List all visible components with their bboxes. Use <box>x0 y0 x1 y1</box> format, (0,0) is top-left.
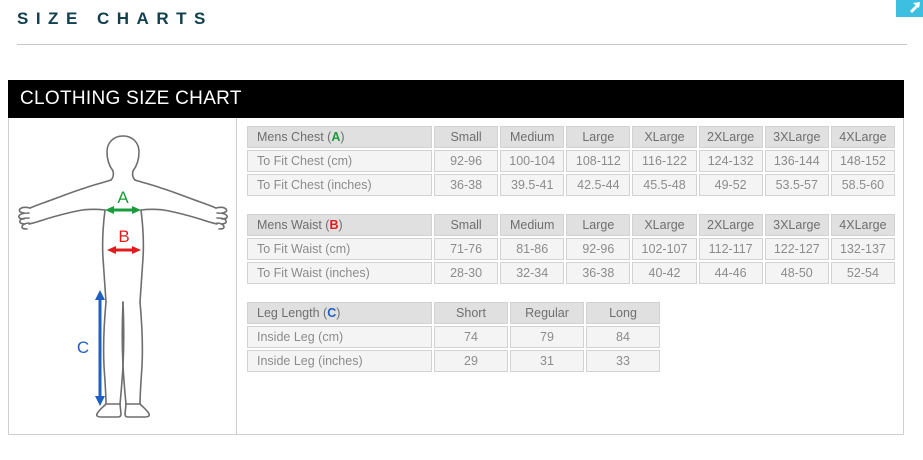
header-key-close: ) <box>338 218 343 232</box>
table-row: To Fit Waist (inches) 28-30 32-34 36-38 … <box>247 262 895 284</box>
column-header-medium: Medium <box>500 126 565 148</box>
table-spacer <box>245 198 897 212</box>
header-key-a: A <box>331 130 341 144</box>
header-key-close: ) <box>336 306 341 320</box>
cell-value: 79 <box>510 326 584 348</box>
cell-value: 52-54 <box>830 262 895 284</box>
cell-value: 44-46 <box>698 262 763 284</box>
cell-value: 48-50 <box>764 262 829 284</box>
cell-value: 136-144 <box>764 150 829 172</box>
heading-divider <box>17 44 907 45</box>
cell-value: 58.5-60 <box>830 174 895 196</box>
svg-text:A: A <box>117 188 129 207</box>
column-header-medium: Medium <box>500 214 565 236</box>
waist-marker-b: B <box>106 227 141 254</box>
table-mens-waist: Mens Waist (B) Small Medium Large XLarge… <box>245 212 897 286</box>
cell-value: 39.5-41 <box>500 174 565 196</box>
column-header-xlarge: XLarge <box>632 214 697 236</box>
table-mens-chest: Mens Chest (A) Small Medium Large XLarge… <box>245 124 897 198</box>
table-row: To Fit Waist (cm) 71-76 81-86 92-96 102-… <box>247 238 895 260</box>
size-tables-pane: Mens Chest (A) Small Medium Large XLarge… <box>237 118 903 434</box>
column-header-3xlarge: 3XLarge <box>764 126 829 148</box>
cell-value: 33 <box>586 350 660 372</box>
column-header-long: Long <box>586 302 660 324</box>
cell-value: 102-107 <box>632 238 697 260</box>
column-header-4xlarge: 4XLarge <box>830 214 895 236</box>
inside-leg-marker-c: C <box>76 290 105 406</box>
column-header-large: Large <box>566 214 631 236</box>
cell-value: 74 <box>434 326 508 348</box>
table-header-label: Leg Length (C) <box>247 302 432 324</box>
chest-marker-a: A <box>104 188 141 214</box>
cell-value: 100-104 <box>500 150 565 172</box>
table-leg-length: Leg Length (C) Short Regular Long Inside… <box>245 300 662 374</box>
column-header-2xlarge: 2XLarge <box>698 214 763 236</box>
cell-value: 36-38 <box>566 262 631 284</box>
column-header-large: Large <box>566 126 631 148</box>
cell-value: 92-96 <box>566 238 631 260</box>
cell-value: 84 <box>586 326 660 348</box>
header-key-close: ) <box>340 130 345 144</box>
table-header-row: Mens Waist (B) Small Medium Large XLarge… <box>247 214 895 236</box>
cell-value: 45.5-48 <box>632 174 697 196</box>
column-header-xlarge: XLarge <box>632 126 697 148</box>
cell-value: 29 <box>434 350 508 372</box>
cell-value: 108-112 <box>566 150 631 172</box>
column-header-4xlarge: 4XLarge <box>830 126 895 148</box>
cell-value: 124-132 <box>698 150 763 172</box>
header-label-text: Leg Length ( <box>257 306 328 320</box>
row-label: Inside Leg (cm) <box>247 326 432 348</box>
row-label: Inside Leg (inches) <box>247 350 432 372</box>
chart-card-body: A B C <box>8 118 904 435</box>
column-header-3xlarge: 3XLarge <box>764 214 829 236</box>
table-header-label: Mens Chest (A) <box>247 126 432 148</box>
header-key-b: B <box>329 218 339 232</box>
diagonal-arrow-icon[interactable] <box>896 0 923 17</box>
cell-value: 32-34 <box>500 262 565 284</box>
table-header-row: Leg Length (C) Short Regular Long <box>247 302 660 324</box>
cell-value: 92-96 <box>434 150 499 172</box>
column-header-small: Small <box>434 214 499 236</box>
table-header-label: Mens Waist (B) <box>247 214 432 236</box>
table-spacer <box>245 286 897 300</box>
cell-value: 148-152 <box>830 150 895 172</box>
cell-value: 28-30 <box>434 262 499 284</box>
header-key-c: C <box>327 306 337 320</box>
column-header-small: Small <box>434 126 499 148</box>
cell-value: 53.5-57 <box>764 174 829 196</box>
header-label-text: Mens Waist ( <box>257 218 330 232</box>
svg-text:B: B <box>118 227 129 246</box>
chart-title-bar: CLOTHING SIZE CHART <box>8 80 904 118</box>
column-header-short: Short <box>434 302 508 324</box>
table-row: Inside Leg (cm) 74 79 84 <box>247 326 660 348</box>
table-header-row: Mens Chest (A) Small Medium Large XLarge… <box>247 126 895 148</box>
cell-value: 122-127 <box>764 238 829 260</box>
cell-value: 40-42 <box>632 262 697 284</box>
cell-value: 112-117 <box>698 238 763 260</box>
body-measurement-diagram: A B C <box>9 118 237 434</box>
cell-value: 42.5-44 <box>566 174 631 196</box>
table-row: To Fit Chest (inches) 36-38 39.5-41 42.5… <box>247 174 895 196</box>
table-row: Inside Leg (inches) 29 31 33 <box>247 350 660 372</box>
column-header-regular: Regular <box>510 302 584 324</box>
cell-value: 36-38 <box>434 174 499 196</box>
cell-value: 31 <box>510 350 584 372</box>
svg-text:C: C <box>76 338 88 357</box>
clothing-size-chart-card: CLOTHING SIZE CHART <box>8 80 904 435</box>
table-row: To Fit Chest (cm) 92-96 100-104 108-112 … <box>247 150 895 172</box>
header-label-text: Mens Chest ( <box>257 130 332 144</box>
page-title: SIZE CHARTS <box>17 9 213 28</box>
row-label: To Fit Chest (inches) <box>247 174 432 196</box>
cell-value: 49-52 <box>698 174 763 196</box>
cell-value: 71-76 <box>434 238 499 260</box>
row-label: To Fit Chest (cm) <box>247 150 432 172</box>
cell-value: 132-137 <box>830 238 895 260</box>
chart-title: CLOTHING SIZE CHART <box>20 88 242 109</box>
row-label: To Fit Waist (inches) <box>247 262 432 284</box>
cell-value: 81-86 <box>500 238 565 260</box>
cell-value: 116-122 <box>632 150 697 172</box>
column-header-2xlarge: 2XLarge <box>698 126 763 148</box>
row-label: To Fit Waist (cm) <box>247 238 432 260</box>
